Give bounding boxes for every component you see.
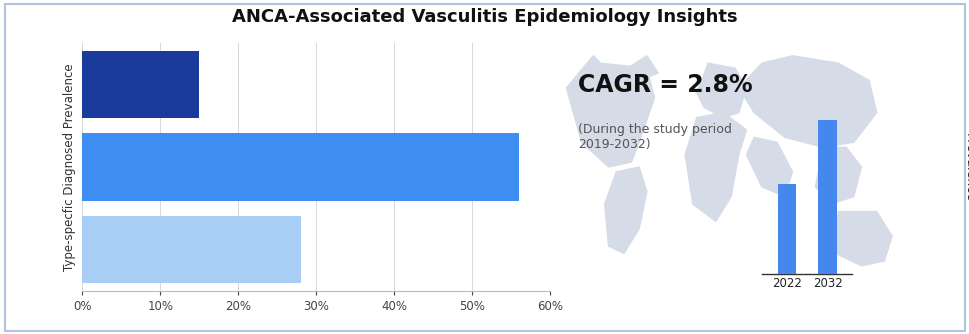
Text: CAGR = 2.8%: CAGR = 2.8% [578, 73, 752, 97]
Bar [82, 133, 518, 201]
Bar [777, 184, 796, 274]
Polygon shape [627, 56, 658, 80]
Text: ANCA-Associated Vasculitis Epidemiology Insights: ANCA-Associated Vasculitis Epidemiology … [232, 8, 737, 26]
Polygon shape [738, 56, 876, 147]
Polygon shape [829, 211, 891, 266]
Polygon shape [696, 63, 746, 118]
Polygon shape [566, 56, 654, 167]
Bar [818, 120, 836, 274]
Bar [82, 51, 199, 118]
Polygon shape [604, 167, 646, 254]
Polygon shape [746, 137, 792, 197]
Text: Diagnosed
Prevalence: Diagnosed Prevalence [961, 133, 969, 201]
Text: (During the study period
2019-2032): (During the study period 2019-2032) [578, 123, 731, 151]
Bar [82, 216, 300, 283]
Y-axis label: Type-specfic Diagnosed Prevalence: Type-specfic Diagnosed Prevalence [62, 63, 76, 271]
Polygon shape [684, 113, 746, 221]
Polygon shape [815, 147, 860, 204]
